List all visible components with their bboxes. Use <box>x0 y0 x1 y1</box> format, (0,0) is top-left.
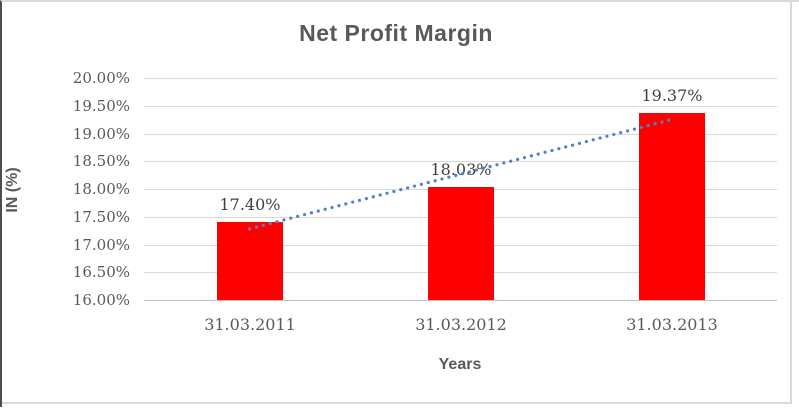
trendline-path <box>247 117 674 231</box>
y-tick-label: 17.00% <box>72 236 130 254</box>
gridline <box>144 134 777 135</box>
x-axis-title: Years <box>438 356 482 373</box>
gridline <box>144 78 777 79</box>
y-tick-label: 18.50% <box>72 152 130 170</box>
bar-data-label: 17.40% <box>219 195 281 214</box>
x-tick-label: 31.03.2013 <box>626 315 718 334</box>
gridline <box>144 161 777 162</box>
y-tick-label: 20.00% <box>72 69 130 87</box>
bar <box>217 222 283 300</box>
y-tick-label: 16.00% <box>72 291 130 309</box>
y-tick-label: 19.00% <box>72 125 130 143</box>
y-tick-label: 17.50% <box>72 208 130 226</box>
x-axis-line <box>144 300 777 301</box>
bar-data-label: 18.03% <box>430 160 492 179</box>
y-tick-label: 16.50% <box>72 263 130 281</box>
gridline <box>144 106 777 107</box>
x-tick-label: 31.03.2012 <box>415 315 507 334</box>
x-tick-label: 31.03.2011 <box>204 315 296 334</box>
y-tick-label: 18.00% <box>72 180 130 198</box>
bar-data-label: 19.37% <box>641 86 703 105</box>
bar <box>428 187 494 300</box>
bar <box>639 113 705 300</box>
chart-title: Net Profit Margin <box>299 20 493 46</box>
y-tick-label: 19.50% <box>72 97 130 115</box>
chart-frame: Net Profit Margin IN (%) Years 20.00% 19.… <box>2 2 792 404</box>
